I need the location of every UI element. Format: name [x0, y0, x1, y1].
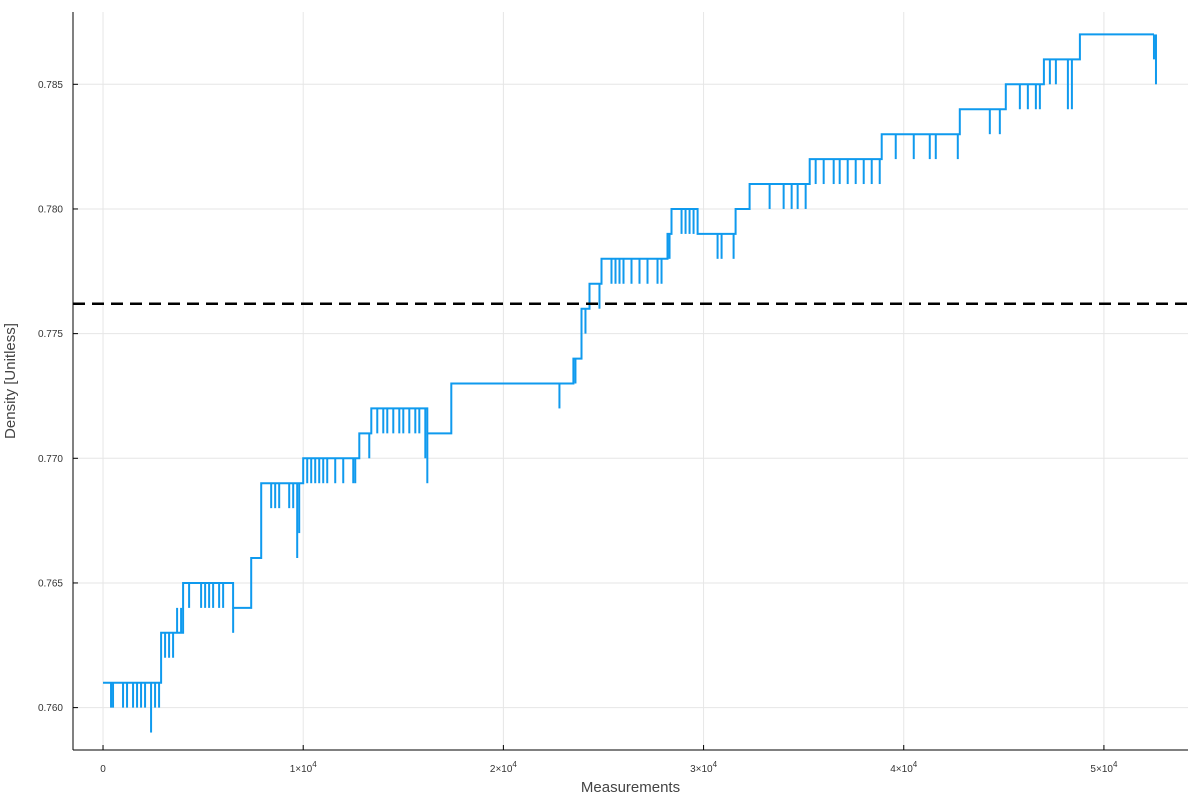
y-tick-label: 0.785 [38, 80, 63, 91]
x-tick-exponent: 4 [713, 760, 718, 769]
x-tick-exponent: 4 [512, 760, 517, 769]
y-tick-label: 0.775 [38, 329, 63, 340]
series [103, 33, 1157, 733]
y-axis-label: Density [Unitless] [2, 323, 19, 439]
x-tick-label: 1×104 [290, 760, 318, 775]
axes [72, 12, 1188, 751]
y-tick-label: 0.780 [38, 204, 63, 215]
x-tick-label: 5×104 [1090, 760, 1118, 775]
y-tick-label: 0.765 [38, 578, 63, 589]
grid [73, 12, 1188, 750]
x-tick-label: 2×104 [490, 760, 518, 775]
series-line [103, 33, 1154, 684]
x-tick-exponent: 4 [913, 760, 918, 769]
x-tick-label: 0 [100, 764, 106, 775]
tick-labels: 0 1×104 2×104 3×104 4×104 5×104 0.760 0.765 0.77… [38, 80, 1118, 775]
y-tick-label: 0.770 [38, 454, 63, 465]
x-tick-exponent: 4 [1113, 760, 1118, 769]
x-axis-label: Measurements [581, 779, 680, 796]
x-tick-label: 4×104 [890, 760, 918, 775]
y-tick-label: 0.760 [38, 703, 63, 714]
x-tick-label: 3×104 [690, 760, 718, 775]
x-tick-exponent: 4 [312, 760, 317, 769]
